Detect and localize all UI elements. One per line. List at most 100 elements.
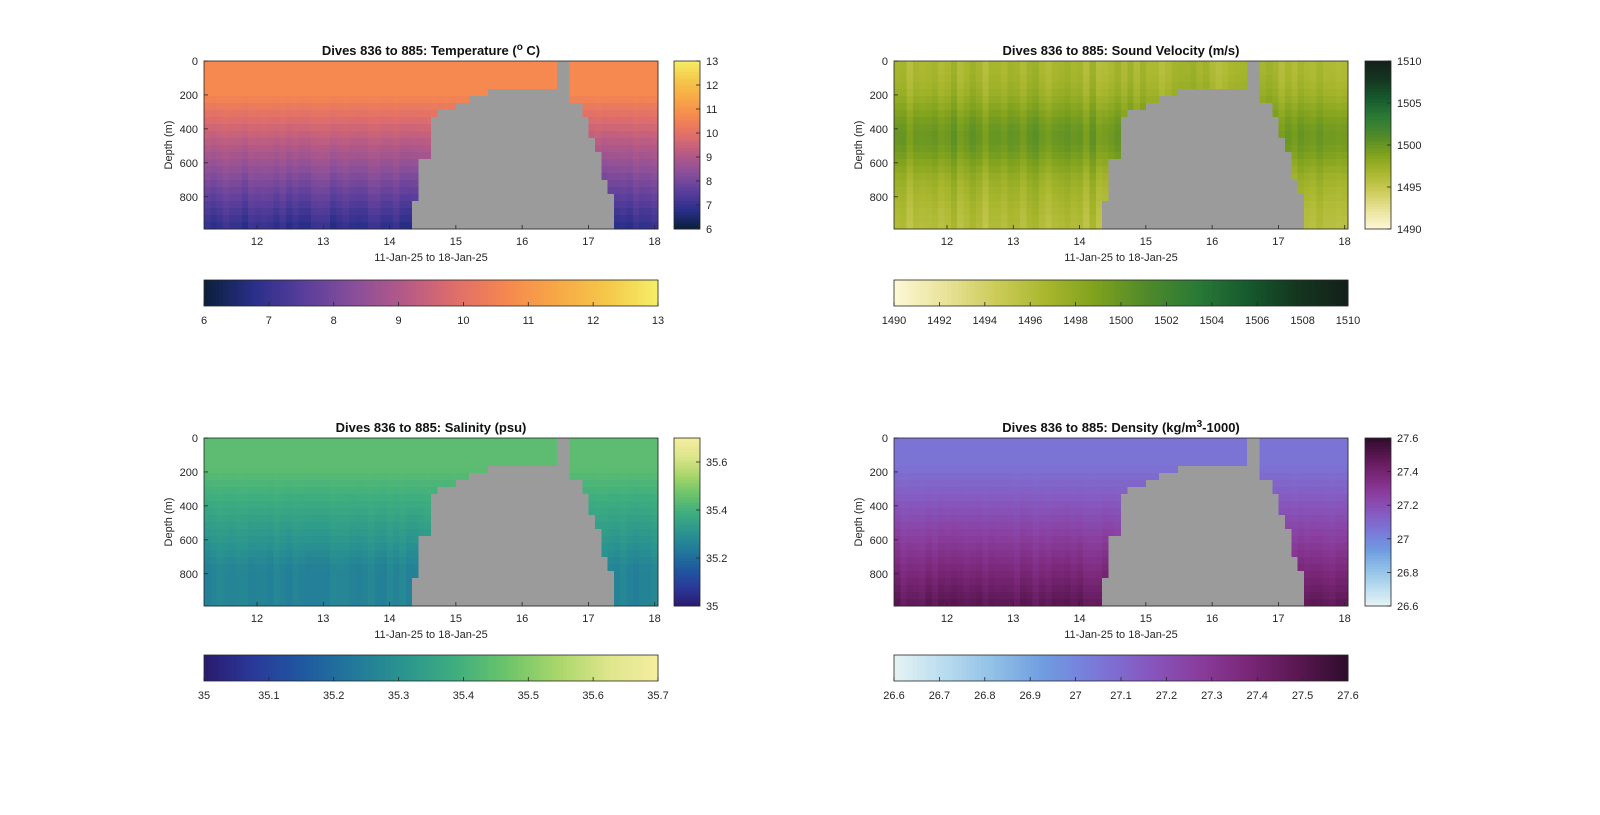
heatmap-cell bbox=[525, 110, 533, 118]
heatmap-cell bbox=[330, 194, 338, 202]
heatmap-cell bbox=[1108, 131, 1116, 139]
heatmap-cell bbox=[512, 75, 520, 83]
heatmap-cell bbox=[336, 557, 344, 565]
heatmap-cell bbox=[424, 166, 432, 174]
heatmap-cell bbox=[349, 473, 356, 481]
heatmap-cell bbox=[216, 480, 224, 488]
heatmap-cell bbox=[938, 138, 946, 146]
heatmap-cell bbox=[210, 585, 218, 593]
heatmap-cell bbox=[1032, 166, 1040, 174]
heatmap-cell bbox=[273, 208, 281, 216]
heatmap-cell bbox=[412, 117, 419, 125]
colorbar-swatch bbox=[510, 280, 515, 306]
heatmap-cell bbox=[1171, 75, 1179, 83]
heatmap-cell bbox=[1158, 82, 1166, 90]
heatmap-cell bbox=[1253, 180, 1261, 188]
heatmap-cell bbox=[456, 445, 464, 453]
heatmap-cell bbox=[557, 96, 565, 104]
heatmap-cell bbox=[367, 68, 375, 76]
heatmap-cell bbox=[1196, 117, 1204, 125]
colorbar-swatch bbox=[1037, 280, 1043, 306]
heatmap-cell bbox=[1121, 208, 1128, 216]
colorbar-swatch bbox=[393, 280, 398, 306]
heatmap-cell bbox=[475, 480, 483, 488]
heatmap-cell bbox=[386, 522, 394, 530]
heatmap-cell bbox=[468, 110, 476, 118]
heatmap-cell bbox=[355, 543, 363, 551]
heatmap-cell bbox=[1076, 117, 1084, 125]
heatmap-cell bbox=[468, 515, 476, 523]
heatmap-cell bbox=[1146, 103, 1154, 111]
heatmap-cell bbox=[229, 215, 237, 223]
heatmap-cell bbox=[988, 75, 996, 83]
heatmap-cell bbox=[538, 159, 546, 167]
colorbar-swatch bbox=[1313, 280, 1319, 306]
heatmap-cell bbox=[538, 194, 546, 202]
heatmap-cell bbox=[380, 585, 388, 593]
heatmap-cell bbox=[285, 578, 293, 586]
colorbar-swatch bbox=[1162, 280, 1167, 306]
heatmap-cell bbox=[418, 124, 426, 132]
heatmap-cell bbox=[292, 529, 300, 537]
heatmap-cell bbox=[210, 480, 218, 488]
heatmap-cell bbox=[938, 201, 946, 209]
heatmap-cell bbox=[323, 82, 331, 90]
heatmap-cell bbox=[1253, 201, 1261, 209]
heatmap-cell bbox=[449, 508, 457, 516]
heatmap-cell bbox=[311, 103, 319, 111]
heatmap-cell bbox=[975, 68, 983, 76]
heatmap-cell bbox=[386, 508, 394, 516]
heatmap-cell bbox=[588, 152, 596, 160]
heatmap-cell bbox=[550, 201, 558, 209]
heatmap-cell bbox=[1146, 222, 1154, 230]
heatmap-cell bbox=[1316, 215, 1324, 223]
heatmap-cell bbox=[204, 578, 211, 586]
heatmap-cell bbox=[468, 529, 476, 537]
heatmap-cell bbox=[919, 173, 927, 181]
heatmap-cell bbox=[938, 152, 946, 160]
colorbar-swatch bbox=[627, 280, 633, 306]
heatmap-cell bbox=[957, 82, 964, 90]
heatmap-cell bbox=[235, 529, 243, 537]
heatmap-cell bbox=[229, 508, 237, 516]
heatmap-cell bbox=[260, 180, 268, 188]
heatmap-cell bbox=[919, 208, 927, 216]
heatmap-cell bbox=[1240, 166, 1248, 174]
heatmap-cell bbox=[569, 117, 577, 125]
heatmap-cell bbox=[1215, 166, 1223, 174]
heatmap-cell bbox=[544, 138, 552, 146]
heatmap-cell bbox=[222, 82, 230, 90]
heatmap-cell bbox=[512, 110, 520, 118]
heatmap-cell bbox=[468, 124, 476, 132]
heatmap-cell bbox=[969, 110, 977, 118]
heatmap-cell bbox=[538, 82, 546, 90]
heatmap-cell bbox=[248, 208, 256, 216]
heatmap-cell bbox=[506, 173, 514, 181]
heatmap-cell bbox=[1247, 222, 1255, 230]
heatmap-cell bbox=[216, 82, 224, 90]
heatmap-cell bbox=[900, 68, 908, 76]
colorbar-swatch bbox=[988, 280, 993, 306]
heatmap-cell bbox=[323, 89, 331, 97]
heatmap-cell bbox=[531, 103, 539, 111]
heatmap-cell bbox=[367, 145, 375, 153]
heatmap-cell bbox=[626, 110, 634, 118]
heatmap-cell bbox=[1127, 201, 1135, 209]
heatmap-cell bbox=[367, 187, 375, 195]
heatmap-cell bbox=[304, 494, 312, 502]
heatmap-cell bbox=[531, 82, 539, 90]
heatmap-cell bbox=[645, 138, 653, 146]
heatmap-cell bbox=[279, 515, 287, 523]
heatmap-cell bbox=[399, 110, 407, 118]
heatmap-cell bbox=[336, 445, 344, 453]
heatmap-cell bbox=[424, 152, 432, 160]
heatmap-cell bbox=[1303, 138, 1311, 146]
heatmap-cell bbox=[222, 222, 230, 230]
heatmap-cell bbox=[1020, 173, 1028, 181]
heatmap-cell bbox=[468, 117, 476, 125]
heatmap-cell bbox=[1165, 82, 1173, 90]
heatmap-cell bbox=[475, 201, 483, 209]
heatmap-cell bbox=[544, 166, 552, 174]
heatmap-cell bbox=[1310, 82, 1318, 90]
heatmap-cell bbox=[969, 68, 977, 76]
